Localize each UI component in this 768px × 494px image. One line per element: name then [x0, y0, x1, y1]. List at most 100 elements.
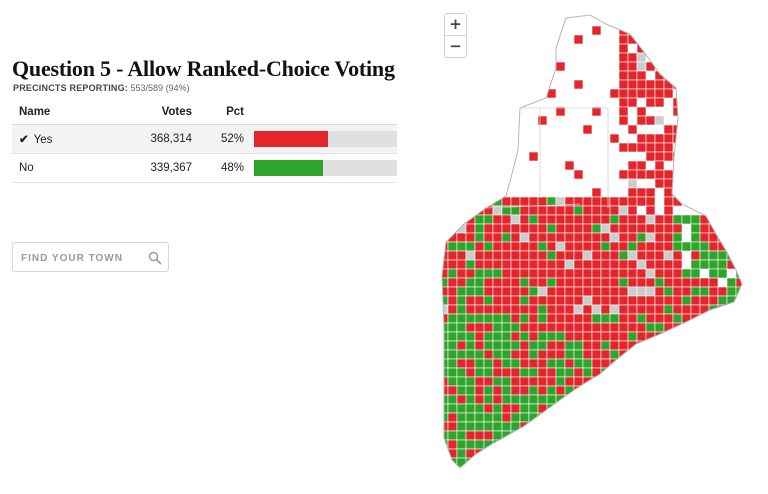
- town-cell[interactable]: [465, 286, 476, 297]
- town-cell[interactable]: [681, 106, 692, 117]
- town-cell[interactable]: [582, 295, 593, 306]
- town-cell[interactable]: [456, 367, 467, 378]
- town-cell[interactable]: [573, 232, 584, 243]
- town-cell[interactable]: [618, 34, 629, 45]
- town-cell[interactable]: [600, 421, 611, 432]
- town-cell[interactable]: [501, 403, 512, 414]
- town-cell[interactable]: [708, 25, 719, 36]
- town-cell[interactable]: [745, 152, 750, 161]
- town-cell[interactable]: [690, 286, 701, 297]
- town-cell[interactable]: [573, 214, 584, 225]
- town-cell[interactable]: [582, 268, 593, 279]
- town-cell[interactable]: [645, 457, 656, 468]
- town-cell[interactable]: [474, 430, 485, 441]
- town-cell[interactable]: [699, 385, 710, 396]
- town-cell[interactable]: [483, 457, 494, 468]
- town-cell[interactable]: [636, 115, 647, 126]
- town-cell[interactable]: [447, 439, 458, 450]
- town-cell[interactable]: [510, 205, 521, 216]
- town-cell[interactable]: [430, 386, 439, 395]
- town-cell[interactable]: [745, 350, 750, 359]
- town-cell[interactable]: [645, 268, 656, 279]
- town-cell[interactable]: [537, 340, 548, 351]
- town-cell[interactable]: [483, 268, 494, 279]
- town-cell[interactable]: [609, 322, 620, 333]
- town-cell[interactable]: [672, 34, 683, 45]
- town-cell[interactable]: [726, 421, 737, 432]
- town-cell[interactable]: [627, 160, 638, 171]
- town-cell[interactable]: [573, 313, 584, 324]
- town-cell[interactable]: [735, 439, 745, 450]
- town-cell[interactable]: [717, 223, 728, 234]
- town-cell[interactable]: [510, 385, 521, 396]
- town-cell[interactable]: [564, 205, 575, 216]
- town-cell[interactable]: [663, 151, 674, 162]
- town-cell[interactable]: [726, 79, 737, 90]
- town-cell[interactable]: [600, 394, 611, 405]
- town-cell[interactable]: [528, 376, 539, 387]
- town-cell[interactable]: [492, 214, 503, 225]
- town-cell[interactable]: [708, 268, 719, 279]
- town-cell[interactable]: [600, 331, 611, 342]
- town-cell[interactable]: [546, 259, 557, 270]
- town-cell[interactable]: [501, 394, 512, 405]
- town-cell[interactable]: [627, 61, 638, 72]
- town-cell[interactable]: [483, 223, 494, 234]
- town-cell[interactable]: [699, 34, 710, 45]
- town-cell[interactable]: [501, 250, 512, 261]
- town-cell[interactable]: [708, 340, 719, 351]
- town-cell[interactable]: [654, 70, 665, 81]
- town-cell[interactable]: [645, 421, 656, 432]
- town-cell[interactable]: [627, 232, 638, 243]
- town-cell[interactable]: [573, 448, 584, 459]
- town-cell[interactable]: [726, 97, 737, 108]
- town-cell[interactable]: [537, 376, 548, 387]
- town-cell[interactable]: [663, 142, 674, 153]
- town-cell[interactable]: [663, 196, 674, 207]
- town-cell[interactable]: [510, 250, 521, 261]
- town-cell[interactable]: [546, 340, 557, 351]
- town-cell[interactable]: [645, 187, 656, 198]
- town-cell[interactable]: [456, 196, 467, 207]
- town-cell[interactable]: [430, 305, 439, 314]
- town-cell[interactable]: [645, 241, 656, 252]
- town-cell[interactable]: [745, 386, 750, 395]
- town-cell[interactable]: [618, 340, 629, 351]
- town-cell[interactable]: [745, 26, 750, 35]
- town-cell[interactable]: [735, 151, 745, 162]
- town-cell[interactable]: [555, 466, 566, 476]
- town-cell[interactable]: [745, 440, 750, 449]
- town-cell[interactable]: [672, 43, 683, 54]
- town-cell[interactable]: [519, 358, 530, 369]
- town-cell[interactable]: [492, 403, 503, 414]
- town-cell[interactable]: [654, 160, 665, 171]
- town-cell[interactable]: [654, 367, 665, 378]
- town-cell[interactable]: [681, 34, 692, 45]
- town-cell[interactable]: [546, 367, 557, 378]
- town-cell[interactable]: [690, 385, 701, 396]
- town-cell[interactable]: [618, 142, 629, 153]
- town-cell[interactable]: [582, 241, 593, 252]
- town-cell[interactable]: [672, 52, 683, 63]
- town-cell[interactable]: [492, 241, 503, 252]
- town-cell[interactable]: [726, 124, 737, 135]
- town-cell[interactable]: [573, 277, 584, 288]
- town-cell[interactable]: [573, 367, 584, 378]
- town-cell[interactable]: [699, 340, 710, 351]
- town-cell[interactable]: [537, 385, 548, 396]
- town-cell[interactable]: [528, 331, 539, 342]
- town-cell[interactable]: [636, 403, 647, 414]
- town-cell[interactable]: [681, 43, 692, 54]
- town-cell[interactable]: [726, 304, 737, 315]
- town-cell[interactable]: [600, 232, 611, 243]
- town-cell[interactable]: [573, 205, 584, 216]
- town-cell[interactable]: [636, 16, 647, 27]
- town-cell[interactable]: [447, 367, 458, 378]
- town-cell[interactable]: [672, 295, 683, 306]
- town-cell[interactable]: [681, 8, 692, 18]
- town-cell[interactable]: [636, 268, 647, 279]
- town-cell[interactable]: [591, 340, 602, 351]
- town-cell[interactable]: [735, 394, 745, 405]
- town-cell[interactable]: [483, 403, 494, 414]
- town-cell[interactable]: [483, 232, 494, 243]
